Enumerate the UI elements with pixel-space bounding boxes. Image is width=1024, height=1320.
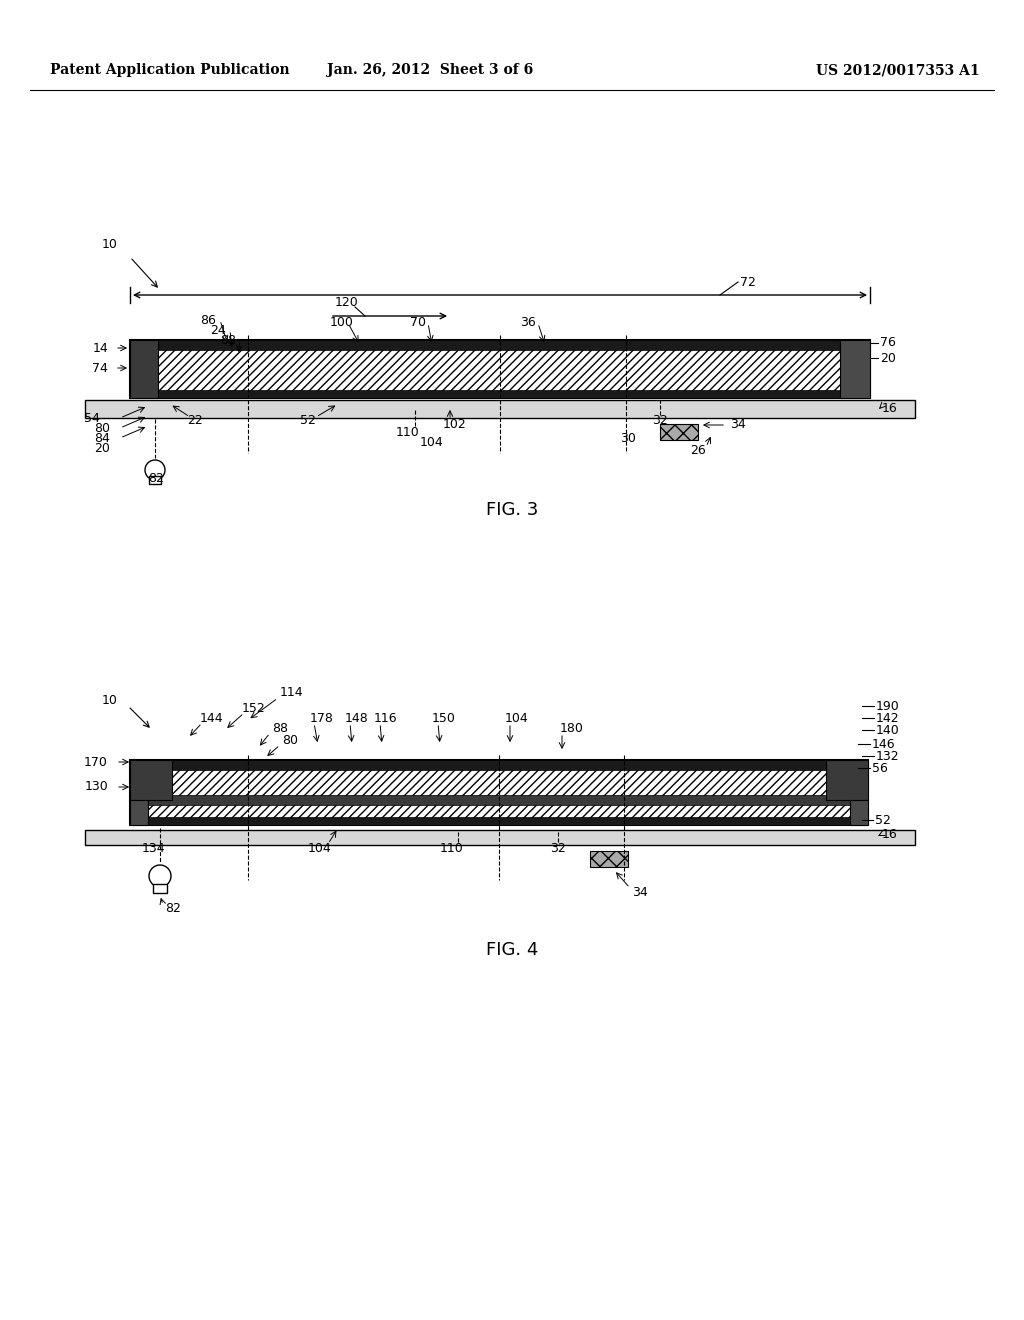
Text: 142: 142	[876, 711, 900, 725]
Text: 104: 104	[505, 711, 528, 725]
Text: 150: 150	[432, 711, 456, 725]
Bar	[153, 884, 167, 894]
Bar	[130, 795, 868, 805]
Bar	[130, 341, 870, 399]
Text: 170: 170	[84, 755, 108, 768]
Text: 82: 82	[148, 471, 164, 484]
Bar	[130, 800, 148, 825]
Text: 14: 14	[92, 342, 108, 355]
Text: 10: 10	[102, 693, 118, 706]
Text: 104: 104	[308, 842, 332, 854]
Text: 114: 114	[280, 686, 304, 700]
Bar	[660, 424, 698, 440]
Text: 132: 132	[876, 750, 900, 763]
Bar	[590, 851, 628, 867]
Text: 88: 88	[272, 722, 288, 734]
Text: 86: 86	[200, 314, 216, 326]
Text: 152: 152	[242, 701, 266, 714]
Bar	[150, 477, 161, 484]
Text: 80: 80	[282, 734, 298, 747]
Text: 146: 146	[872, 738, 896, 751]
Text: 20: 20	[94, 441, 110, 454]
Text: 110: 110	[440, 842, 464, 854]
Text: 26: 26	[690, 444, 706, 457]
Text: 76: 76	[880, 337, 896, 350]
Text: Patent Application Publication: Patent Application Publication	[50, 63, 290, 77]
Text: 52: 52	[300, 413, 316, 426]
Text: 34: 34	[632, 886, 648, 899]
Text: 34: 34	[730, 418, 745, 432]
Text: Jan. 26, 2012  Sheet 3 of 6: Jan. 26, 2012 Sheet 3 of 6	[327, 63, 534, 77]
Text: 190: 190	[876, 700, 900, 713]
Text: 56: 56	[872, 762, 888, 775]
Text: 36: 36	[520, 317, 536, 330]
Text: US 2012/0017353 A1: US 2012/0017353 A1	[816, 63, 980, 77]
Text: FIG. 3: FIG. 3	[485, 502, 539, 519]
Text: 72: 72	[740, 276, 756, 289]
Bar	[130, 389, 870, 399]
Bar	[850, 800, 868, 825]
Bar	[85, 830, 915, 845]
Text: 180: 180	[560, 722, 584, 734]
Circle shape	[150, 865, 171, 887]
Text: 84: 84	[94, 432, 110, 445]
Bar	[130, 760, 868, 825]
Text: 20: 20	[880, 351, 896, 364]
Text: 74: 74	[92, 362, 108, 375]
Text: 16: 16	[882, 829, 898, 842]
Text: 32: 32	[550, 842, 566, 854]
Bar	[840, 341, 870, 399]
Text: 134: 134	[142, 842, 166, 854]
Text: 120: 120	[335, 297, 358, 309]
Text: 116: 116	[374, 711, 397, 725]
Bar	[130, 760, 868, 770]
Text: 100: 100	[330, 317, 354, 330]
Text: 80: 80	[94, 421, 110, 434]
Bar	[130, 760, 172, 800]
Bar	[85, 400, 915, 418]
Text: 30: 30	[621, 432, 636, 445]
Text: 82: 82	[165, 902, 181, 915]
Text: 52: 52	[874, 813, 891, 826]
Text: 178: 178	[310, 711, 334, 725]
Text: 10: 10	[102, 239, 118, 252]
Text: 130: 130	[84, 780, 108, 793]
Bar	[130, 341, 158, 399]
Text: 110: 110	[396, 425, 420, 438]
Text: 104: 104	[420, 437, 443, 450]
Bar	[130, 341, 870, 350]
Text: 140: 140	[876, 723, 900, 737]
Text: 32: 32	[652, 413, 668, 426]
Text: 144: 144	[200, 711, 223, 725]
Text: 102: 102	[443, 418, 467, 432]
Bar	[130, 817, 868, 825]
Circle shape	[145, 459, 165, 480]
Text: 88: 88	[220, 334, 236, 346]
Text: 16: 16	[882, 401, 898, 414]
Text: 54: 54	[84, 412, 100, 425]
Text: 148: 148	[345, 711, 369, 725]
Text: 70: 70	[410, 317, 426, 330]
Text: 24: 24	[210, 323, 225, 337]
Text: FIG. 4: FIG. 4	[485, 941, 539, 960]
Text: 22: 22	[187, 413, 203, 426]
Bar	[826, 760, 868, 800]
